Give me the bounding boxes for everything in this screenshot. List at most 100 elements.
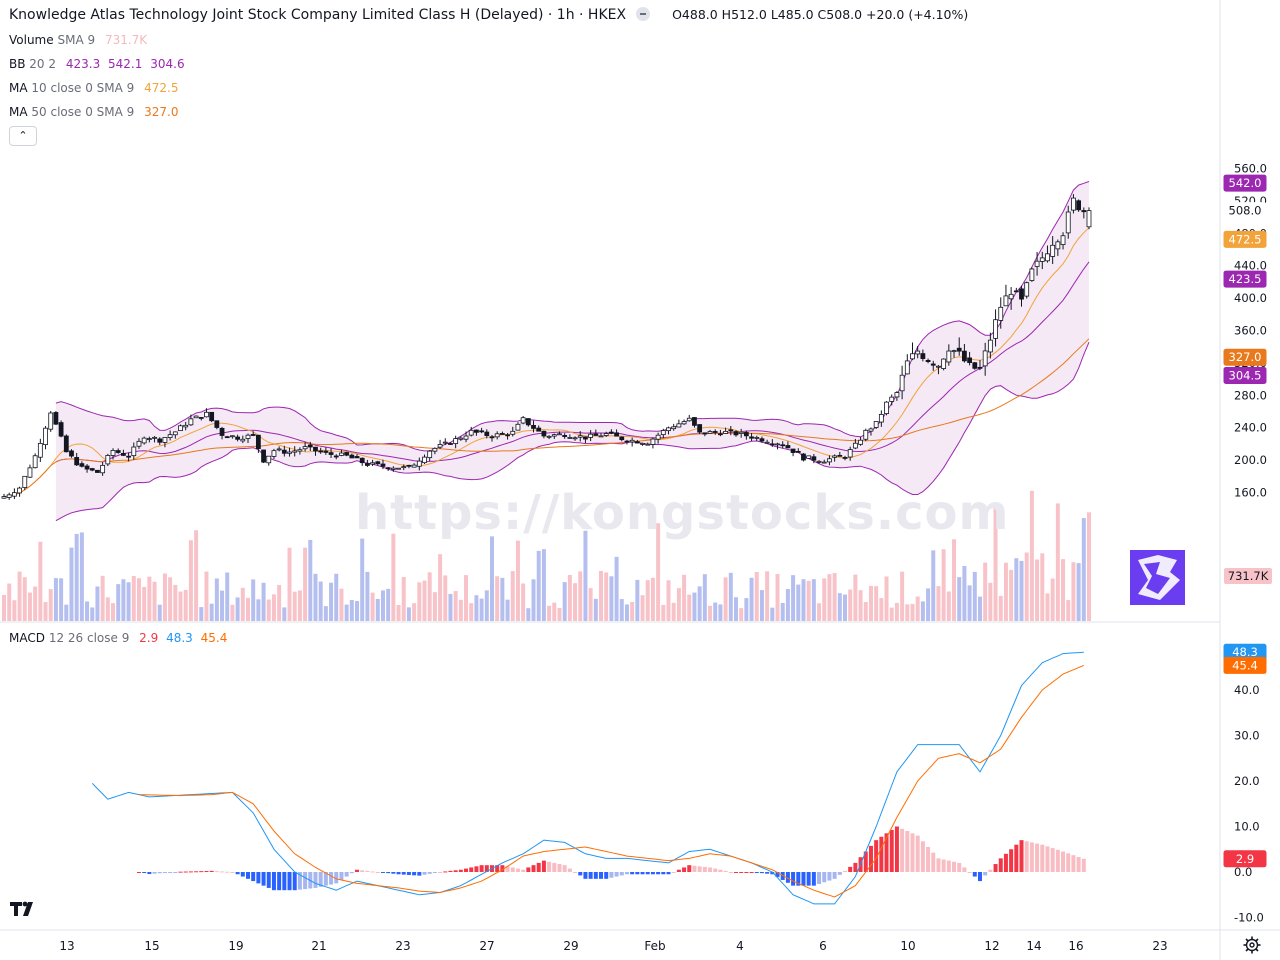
- time-tick-label: 23: [1152, 939, 1167, 953]
- candle-body: [323, 450, 329, 453]
- candle-body: [11, 492, 17, 497]
- volume-bar: [412, 603, 417, 621]
- macd-histogram-bar: [495, 865, 500, 872]
- price-tick-label: 440.0: [1234, 259, 1267, 273]
- macd-histogram-bar: [635, 872, 640, 875]
- macd-histogram-bar: [277, 872, 282, 891]
- macd-line: [91, 651, 1084, 905]
- bb-upper-value: 542.1: [108, 57, 143, 71]
- volume-bar: [495, 576, 500, 621]
- macd-histogram-bar: [484, 865, 489, 872]
- volume-bar: [339, 588, 344, 621]
- candle-body: [588, 433, 594, 438]
- candle-body: [878, 414, 884, 423]
- candle-body: [406, 464, 412, 467]
- macd-histogram-bar: [863, 851, 868, 872]
- macd-histogram-bar: [609, 872, 614, 878]
- volume-bar: [240, 587, 245, 621]
- market-status-icon[interactable]: [636, 7, 651, 21]
- volume-bar: [406, 607, 411, 621]
- ma50-value: 327.0: [144, 105, 179, 119]
- volume-bar: [1071, 562, 1076, 621]
- candle-body: [1024, 282, 1030, 297]
- volume-bar: [998, 595, 1003, 621]
- volume-bar: [427, 572, 432, 621]
- candle-body: [806, 455, 812, 459]
- volume-bar: [100, 575, 105, 621]
- macd-histogram-bar: [770, 872, 775, 875]
- macd-histogram-bar: [1009, 849, 1014, 872]
- macd-histogram-bar: [391, 872, 396, 874]
- volume-bar: [505, 599, 510, 621]
- candle-body: [198, 417, 204, 419]
- volume-bar: [573, 583, 578, 621]
- macd-histogram-bar: [266, 872, 271, 888]
- ma10-legend[interactable]: MA 10 close 0 SMA 9 472.5: [9, 81, 179, 95]
- macd-histogram-bar: [905, 831, 910, 872]
- volume-bar: [126, 582, 131, 621]
- volume-legend[interactable]: Volume SMA 9 731.7K: [9, 33, 148, 47]
- volume-bar: [1029, 490, 1034, 621]
- price-tag-bg: [1223, 348, 1267, 366]
- volume-bar: [360, 538, 365, 621]
- volume-bar: [168, 577, 173, 621]
- collapse-legend-button[interactable]: ⌃: [9, 126, 37, 146]
- macd-histogram-bar: [640, 872, 645, 875]
- volume-bar: [656, 523, 661, 621]
- macd-histogram-bar: [843, 870, 848, 872]
- macd-histogram-bar: [188, 871, 193, 873]
- candle-body: [801, 453, 806, 461]
- bb-lower-value: 304.6: [150, 57, 185, 71]
- candle-body: [577, 435, 583, 438]
- macd-histogram-bar: [474, 866, 479, 872]
- candle-body: [489, 436, 495, 439]
- candle-body: [437, 444, 443, 448]
- ma50-legend[interactable]: MA 50 close 0 SMA 9 327.0: [9, 105, 179, 119]
- candle-body: [531, 424, 536, 429]
- volume-bar: [531, 579, 536, 621]
- volume-bar: [796, 584, 801, 621]
- time-tick-label: 19: [228, 939, 243, 953]
- macd-histogram-bar: [718, 869, 723, 872]
- candle-body: [1039, 257, 1045, 262]
- tradingview-logo-icon[interactable]: [8, 898, 38, 920]
- symbol-title[interactable]: Knowledge Atlas Technology Joint Stock C…: [9, 7, 627, 23]
- macd-legend[interactable]: MACD 12 26 close 9 2.9 48.3 45.4: [9, 631, 228, 645]
- macd-histogram-bar: [194, 871, 199, 873]
- candle-body: [344, 452, 350, 456]
- volume-bar: [64, 604, 69, 621]
- settings-gear-icon[interactable]: [1243, 936, 1261, 954]
- macd-histogram-bar: [531, 865, 536, 872]
- candle-body: [1034, 260, 1040, 267]
- macd-histogram-bar: [173, 872, 178, 873]
- candle-body: [157, 438, 163, 443]
- volume-bar: [588, 588, 593, 621]
- macd-histogram-bar: [619, 872, 624, 876]
- macd-histogram-bar: [1050, 848, 1055, 872]
- volume-bar: [105, 597, 110, 621]
- time-tick-label: 15: [144, 939, 159, 953]
- candle-body: [593, 433, 599, 436]
- macd-histogram-bar: [365, 870, 370, 872]
- volume-bar: [225, 572, 230, 621]
- price-tick-label: 200.0: [1234, 453, 1267, 467]
- volume-bar: [547, 605, 552, 621]
- price-tag: 472.5: [1229, 232, 1262, 246]
- macd-histogram-bar: [583, 872, 588, 879]
- bb-legend[interactable]: BB 20 2 423.3 542.1 304.6: [9, 57, 185, 71]
- candle-body: [650, 438, 656, 445]
- macd-tag: 45.4: [1232, 658, 1258, 672]
- candle-body: [614, 432, 619, 437]
- candle-body: [131, 446, 137, 457]
- price-tag: 423.5: [1229, 272, 1262, 286]
- candle-body: [100, 464, 106, 474]
- macd-histogram-bar: [261, 872, 266, 886]
- volume-bar: [220, 590, 225, 621]
- macd-histogram-bar: [780, 872, 785, 880]
- ohlc-readout: O488.0 H512.0 L485.0 C508.0 +20.0 (+4.10…: [672, 7, 969, 22]
- candle-body: [889, 396, 895, 402]
- volume-bar: [1035, 559, 1040, 621]
- candle-body: [525, 418, 531, 426]
- volume-bar: [817, 603, 822, 621]
